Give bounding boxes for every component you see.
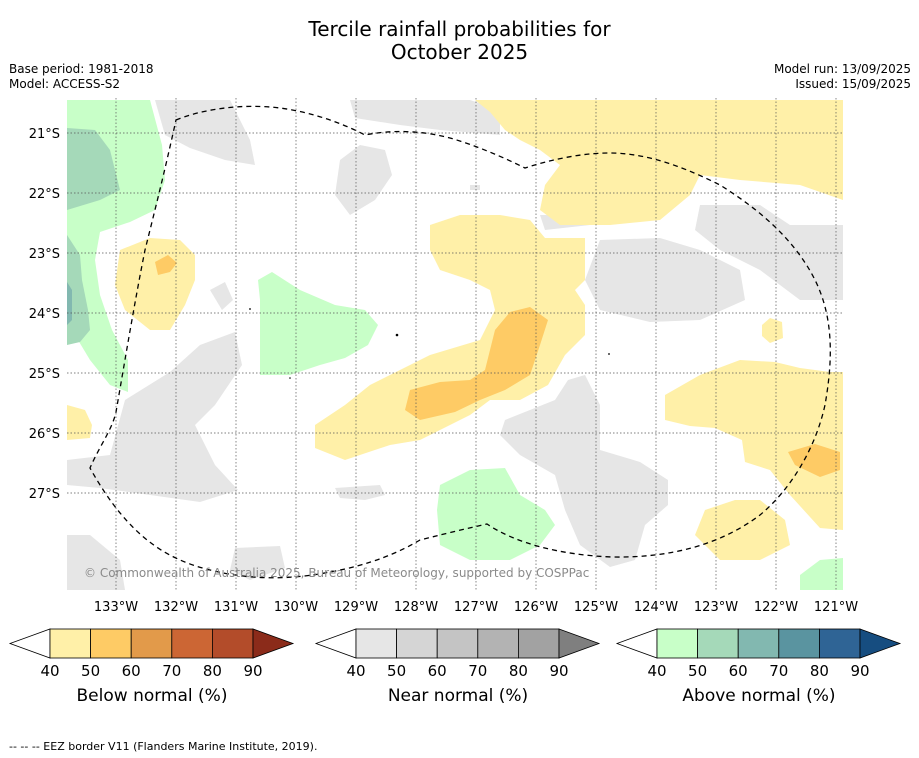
below-normal-tick-label: 90 bbox=[243, 662, 262, 680]
near-normal-tick-label: 50 bbox=[387, 662, 406, 680]
graticule bbox=[67, 98, 843, 590]
above-normal-over-extend bbox=[859, 628, 902, 659]
below-normal-title: Below normal (%) bbox=[76, 686, 228, 706]
issued-date: Issued: 15/09/2025 bbox=[795, 77, 911, 91]
eez-border bbox=[89, 105, 831, 579]
above-normal-tick-label: 90 bbox=[850, 662, 869, 680]
above-normal-colorbar: 40 50 60 70 80 90 bbox=[615, 628, 902, 680]
below-normal-40-regions bbox=[67, 100, 843, 560]
lon-label: 125°W bbox=[574, 600, 618, 615]
below-normal-swatch bbox=[130, 628, 173, 659]
lat-label: 21°S bbox=[29, 127, 60, 142]
lat-label: 23°S bbox=[29, 247, 60, 262]
near-normal-swatch bbox=[396, 628, 438, 659]
above-normal-under-extend bbox=[615, 628, 658, 659]
below-normal-under-extend bbox=[8, 628, 51, 659]
lat-label: 25°S bbox=[29, 367, 60, 382]
eez-footnote: -- -- -- EEZ border V11 (Flanders Marine… bbox=[9, 740, 318, 753]
below-normal-swatch bbox=[90, 628, 132, 659]
above-normal-tick-label: 50 bbox=[688, 662, 707, 680]
near-normal-tick-label: 70 bbox=[468, 662, 487, 680]
below-normal-swatch bbox=[211, 628, 254, 659]
lon-label: 127°W bbox=[454, 600, 498, 615]
lon-label: 123°W bbox=[694, 600, 738, 615]
lon-label: 128°W bbox=[394, 600, 438, 615]
lon-label: 130°W bbox=[274, 600, 318, 615]
near-normal-tick-label: 90 bbox=[549, 662, 568, 680]
above-normal-tick-label: 60 bbox=[729, 662, 748, 680]
title-line-2: October 2025 bbox=[390, 40, 529, 64]
near-normal-swatch bbox=[355, 628, 397, 659]
title-line-1: Tercile rainfall probabilities for bbox=[308, 17, 611, 41]
above-normal-tick-label: 40 bbox=[647, 662, 666, 680]
below-normal-50-regions bbox=[155, 255, 840, 477]
above-normal-swatch bbox=[697, 628, 739, 659]
below-normal-tick-label: 80 bbox=[203, 662, 222, 680]
lon-label: 126°W bbox=[514, 600, 558, 615]
islands bbox=[249, 308, 610, 379]
longitude-labels: 133°W 132°W 131°W 130°W 129°W 128°W 127°… bbox=[94, 600, 858, 615]
lon-label: 124°W bbox=[634, 600, 678, 615]
below-normal-tick-label: 50 bbox=[81, 662, 100, 680]
near-normal-swatch bbox=[518, 628, 560, 659]
lon-label: 121°W bbox=[814, 600, 858, 615]
near-normal-over-extend bbox=[558, 628, 601, 659]
near-normal-colorbar: 40 50 60 70 80 90 bbox=[314, 628, 601, 680]
lat-label: 24°S bbox=[29, 307, 60, 322]
near-normal-swatch bbox=[477, 628, 519, 659]
above-normal-swatch bbox=[737, 628, 780, 659]
lat-label: 22°S bbox=[29, 187, 60, 202]
above-normal-swatch bbox=[778, 628, 820, 659]
below-normal-over-extend bbox=[252, 628, 295, 659]
copyright-notice: © Commonwealth of Australia 2025, Bureau… bbox=[84, 566, 589, 580]
near-normal-swatch bbox=[436, 628, 479, 659]
below-normal-tick-label: 60 bbox=[122, 662, 141, 680]
map-area[interactable]: © Commonwealth of Australia 2025, Bureau… bbox=[67, 98, 843, 590]
lon-label: 132°W bbox=[154, 600, 198, 615]
lat-label: 26°S bbox=[29, 427, 60, 442]
above-normal-60-regions bbox=[67, 282, 72, 325]
model-run-date: Model run: 13/09/2025 bbox=[773, 62, 911, 76]
lon-label: 133°W bbox=[94, 600, 138, 615]
above-normal-swatch bbox=[819, 628, 861, 659]
model-info: Base period: 1981-2018 Model: ACCESS-S2 bbox=[9, 62, 154, 92]
lon-label: 129°W bbox=[334, 600, 378, 615]
model-name: Model: ACCESS-S2 bbox=[9, 77, 121, 91]
near-normal-tick-label: 40 bbox=[346, 662, 365, 680]
below-normal-tick-label: 40 bbox=[40, 662, 59, 680]
near-normal-tick-label: 60 bbox=[428, 662, 447, 680]
above-normal-tick-label: 70 bbox=[769, 662, 788, 680]
lon-label: 122°W bbox=[754, 600, 798, 615]
colorbars: 40 50 60 70 80 90 40 50 60 70 80 90 40 50 60 70 80 90 bbox=[8, 628, 902, 680]
base-period: Base period: 1981-2018 bbox=[9, 62, 154, 76]
above-normal-50-regions bbox=[67, 128, 120, 345]
near-normal-title: Near normal (%) bbox=[387, 686, 529, 706]
map-title: Tercile rainfall probabilities for Octob… bbox=[0, 18, 919, 64]
lat-label: 27°S bbox=[29, 487, 60, 502]
above-normal-swatch bbox=[656, 628, 698, 659]
near-normal-under-extend bbox=[314, 628, 357, 659]
below-normal-tick-label: 70 bbox=[162, 662, 181, 680]
below-normal-swatch bbox=[171, 628, 213, 659]
near-normal-tick-label: 80 bbox=[509, 662, 528, 680]
run-info: Model run: 13/09/2025 Issued: 15/09/2025 bbox=[774, 62, 911, 92]
below-normal-colorbar: 40 50 60 70 80 90 bbox=[8, 628, 295, 680]
above-normal-tick-label: 80 bbox=[810, 662, 829, 680]
above-normal-title: Above normal (%) bbox=[682, 686, 836, 706]
below-normal-swatch bbox=[49, 628, 91, 659]
lon-label: 131°W bbox=[214, 600, 258, 615]
latitude-labels: 21°S 22°S 23°S 24°S 25°S 26°S 27°S bbox=[29, 127, 60, 502]
near-normal-regions bbox=[67, 100, 843, 590]
